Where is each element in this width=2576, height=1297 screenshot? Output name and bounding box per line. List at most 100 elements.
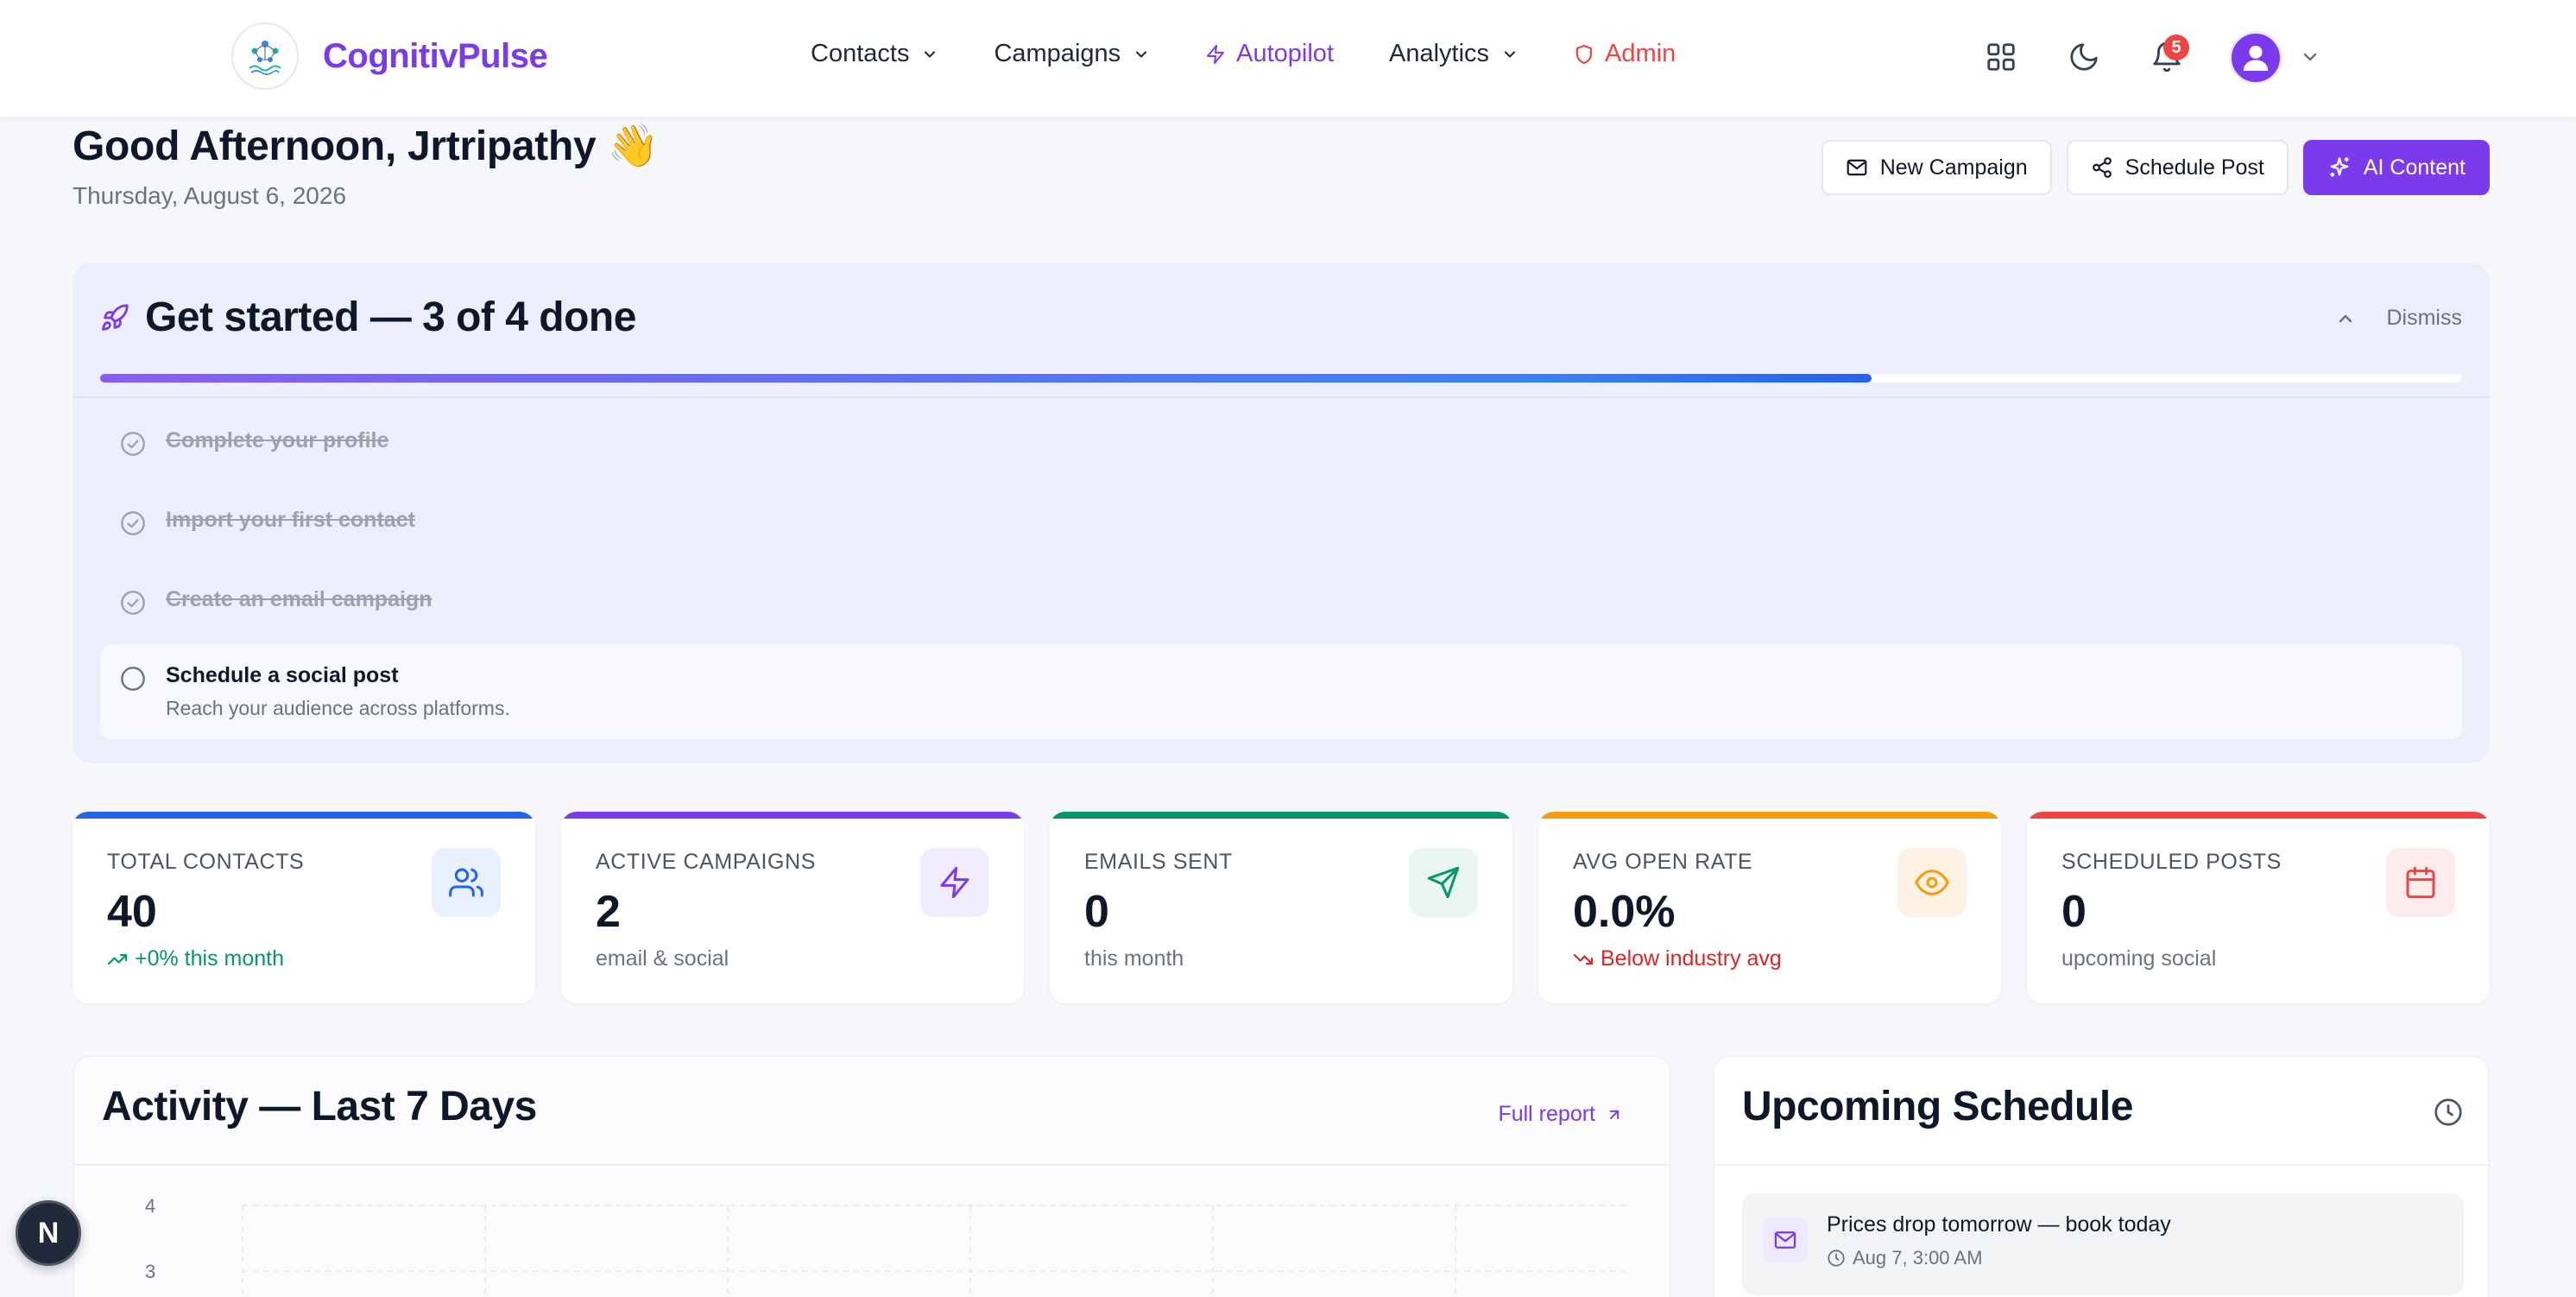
notifications-button[interactable]: 5 [2143, 33, 2191, 81]
notification-count-badge: 5 [2163, 35, 2189, 60]
stat-icon-box [1409, 848, 1478, 917]
user-icon [2243, 45, 2269, 71]
schedule-item-icon-box [1763, 1218, 1808, 1262]
chevron-down-icon [2303, 53, 2317, 61]
nav-analytics-label: Analytics [1389, 40, 1490, 67]
schedule-title: Upcoming Schedule [1742, 1084, 2133, 1129]
theme-toggle-button[interactable] [2060, 33, 2108, 81]
chevron-down-icon [1505, 50, 1516, 58]
apps-grid-button[interactable] [1977, 33, 2025, 81]
stat-value: 0.0% [1573, 887, 1676, 937]
y-axis-tick: 3 [145, 1261, 156, 1282]
stat-subtext: +0% this month [107, 946, 284, 971]
mail-icon [1774, 1231, 1796, 1249]
arrow-up-right-icon [1609, 1110, 1619, 1119]
onboarding-title: Get started — 3 of 4 done [145, 294, 636, 340]
schedule-item-time-label: Aug 7, 3:00 AM [1853, 1247, 1983, 1269]
stat-value: 0 [1084, 887, 1109, 937]
chevron-up-icon[interactable] [2335, 308, 2356, 329]
nav-contacts[interactable]: Contacts [811, 40, 938, 68]
user-avatar[interactable] [2229, 31, 2282, 85]
onboarding-progress-bar [100, 374, 2462, 383]
task-text: Schedule a social post Reach your audien… [166, 663, 510, 720]
stat-icon-box [432, 848, 501, 917]
chevron-down-icon [1136, 50, 1147, 58]
stat-card-scheduled-posts[interactable]: SCHEDULED POSTS 0 upcoming social [2027, 812, 2490, 1003]
sparkles-icon [2330, 157, 2349, 177]
stat-card-active-campaigns[interactable]: ACTIVE CAMPAIGNS 2 email & social [561, 812, 1024, 1003]
schedule-post-label: Schedule Post [2125, 155, 2264, 180]
stat-label: TOTAL CONTACTS [107, 850, 305, 874]
task-description: Reach your audience across platforms. [166, 697, 510, 719]
schedule-item[interactable]: Prices drop tomorrow — book today Aug 7,… [1742, 1193, 2464, 1295]
stat-accent-bar [73, 812, 535, 819]
dev-tools-label: N [37, 1216, 60, 1250]
calendar-icon [2406, 866, 2435, 899]
schedule-post-button[interactable]: Schedule Post [2066, 140, 2289, 195]
onboarding-task[interactable]: Complete your profile [100, 418, 2462, 458]
dismiss-onboarding[interactable]: Dismiss [2335, 306, 2462, 331]
new-campaign-button[interactable]: New Campaign [1821, 140, 2052, 195]
stat-label: AVG OPEN RATE [1573, 850, 1753, 874]
task-label: Schedule a social post [166, 663, 399, 687]
rocket-icon [102, 303, 129, 331]
stat-icon-box [920, 848, 989, 917]
stat-subtext: upcoming social [2061, 946, 2216, 971]
full-report-link[interactable]: Full report [1498, 1102, 1623, 1127]
brand-logo-icon [231, 22, 299, 90]
stat-icon-box [1897, 848, 1967, 917]
ai-content-label: AI Content [2363, 155, 2466, 180]
divider [73, 396, 2490, 398]
top-navbar: CognitivPulse Contacts Campaigns Autopil… [0, 0, 2576, 118]
stat-icon-box [2386, 848, 2455, 917]
grid-icon [1987, 43, 2015, 71]
clock-icon [1828, 1250, 1845, 1267]
user-menu-toggle[interactable] [2286, 33, 2334, 81]
clock-icon[interactable] [2433, 1097, 2464, 1128]
eye-icon [1915, 870, 1949, 895]
ai-content-button[interactable]: AI Content [2302, 140, 2490, 195]
dev-tools-button[interactable]: N [16, 1200, 81, 1266]
onboarding-task-active[interactable]: Schedule a social post Reach your audien… [100, 644, 2462, 739]
stat-subtext-label: upcoming social [2061, 946, 2217, 971]
stat-card-avg-open-rate[interactable]: AVG OPEN RATE 0.0% Below industry avg [1538, 812, 2001, 1003]
y-axis-tick: 4 [145, 1195, 156, 1217]
task-label: Create an email campaign [166, 587, 432, 611]
stat-subtext-label: Below industry avg [1601, 946, 1782, 971]
check-circle-icon [121, 511, 145, 535]
upcoming-schedule-panel: Upcoming Schedule Prices drop tomorrow —… [1713, 1055, 2490, 1297]
quick-actions: New Campaign Schedule Post AI Content [1807, 140, 2490, 195]
stat-label: ACTIVE CAMPAIGNS [596, 850, 817, 874]
nav-admin-label: Admin [1605, 40, 1676, 67]
new-campaign-label: New Campaign [1879, 155, 2028, 180]
stat-accent-bar [561, 812, 1024, 819]
onboarding-task[interactable]: Import your first contact [100, 497, 2462, 537]
stat-label: SCHEDULED POSTS [2061, 850, 2282, 874]
task-label: Complete your profile [166, 428, 389, 452]
stat-card-emails-sent[interactable]: EMAILS SENT 0 this month [1050, 812, 1512, 1003]
share-icon [2092, 157, 2112, 178]
stat-card-total-contacts[interactable]: TOTAL CONTACTS 40 +0% this month [73, 812, 535, 1003]
zap-icon [940, 866, 969, 899]
onboarding-progress-fill [100, 374, 1872, 383]
nav-analytics[interactable]: Analytics [1389, 40, 1518, 68]
circle-icon[interactable] [119, 665, 147, 693]
stat-value: 40 [107, 887, 157, 937]
stat-label: EMAILS SENT [1084, 850, 1233, 874]
schedule-item-title: Prices drop tomorrow — book today [1827, 1212, 2171, 1237]
brand[interactable]: CognitivPulse [231, 22, 548, 90]
nav-admin[interactable]: Admin [1574, 40, 1676, 68]
nav-autopilot[interactable]: Autopilot [1205, 40, 1334, 68]
trending-down-icon [1573, 953, 1594, 965]
onboarding-task[interactable]: Create an email campaign [100, 577, 2462, 617]
onboarding-card: Get started — 3 of 4 done Dismiss Comple… [73, 263, 2490, 763]
nav-campaigns[interactable]: Campaigns [994, 40, 1150, 68]
trending-up-icon [107, 953, 128, 965]
activity-chart-grid [242, 1205, 1628, 1297]
activity-panel: Activity — Last 7 Days Full report 4 3 [73, 1055, 1671, 1297]
task-label: Import your first contact [166, 508, 415, 532]
activity-title: Activity — Last 7 Days [102, 1084, 537, 1129]
zap-icon [1207, 44, 1225, 64]
stat-subtext: Below industry avg [1573, 946, 1782, 971]
divider [74, 1164, 1670, 1166]
